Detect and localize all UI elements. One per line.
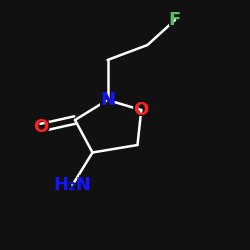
Text: O: O <box>132 100 151 120</box>
Text: F: F <box>169 11 181 29</box>
Text: O: O <box>32 118 51 138</box>
Text: F: F <box>168 10 182 30</box>
Text: H₂N: H₂N <box>54 176 92 194</box>
Text: N: N <box>100 91 115 109</box>
Text: H₂N: H₂N <box>49 175 96 195</box>
Text: N: N <box>98 90 117 110</box>
Text: O: O <box>34 118 49 136</box>
Text: O: O <box>134 101 149 119</box>
